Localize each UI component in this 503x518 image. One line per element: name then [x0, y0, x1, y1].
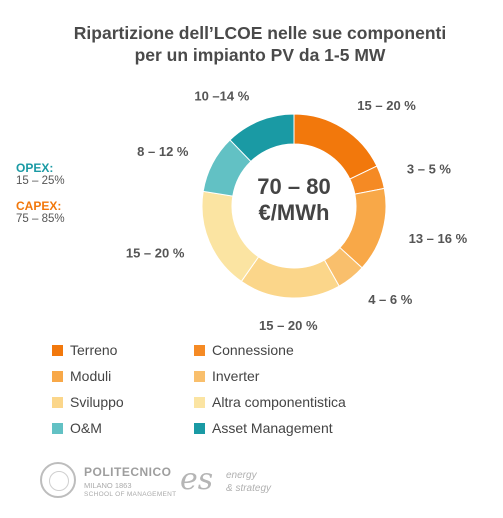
legend-label-4: Sviluppo [70, 394, 124, 410]
politecnico-seal-icon [40, 462, 76, 498]
capex-value: 75 – 85% [16, 213, 65, 225]
legend-item-0: Terreno [52, 342, 117, 358]
capex-group: CAPEX: 75 – 85% [16, 199, 65, 225]
legend-label-2: Moduli [70, 368, 112, 384]
legend-item-5: Altra componentistica [194, 394, 346, 410]
donut-chart: 15 – 20 % 3 – 5 % 13 – 16 % 4 – 6 % 15 – 20 … [126, 89, 468, 333]
legend-swatch-1 [194, 344, 205, 356]
legend-swatch-7 [194, 422, 205, 434]
slice-label-4: 15 – 20 % [259, 318, 318, 333]
footer-logos: POLITECNICO MILANO 1863 SCHOOL OF MANAGE… [40, 462, 300, 506]
center-value: 70 – 80 [257, 174, 330, 199]
legend-swatch-0 [52, 344, 63, 356]
donut-slice-5 [201, 190, 260, 283]
legend-label-7: Asset Management [212, 420, 333, 436]
opex-label: OPEX: [16, 161, 54, 175]
slice-label-7: 10 –14 % [194, 89, 249, 104]
chart-title-line-1: Ripartizione dell’LCOE nelle sue compone… [73, 23, 447, 43]
slice-label-1: 3 – 5 % [407, 162, 452, 177]
legend-swatch-5 [194, 396, 205, 408]
legend-item-4: Sviluppo [52, 394, 124, 410]
politecnico-subtitle: MILANO 1863 [84, 481, 132, 490]
legend-label-1: Connessione [212, 342, 294, 358]
donut-slice-7 [229, 113, 295, 163]
donut-slice-4 [240, 256, 340, 299]
chart-title-line-2: per un impianto PV da 1-5 MW [134, 45, 386, 65]
energy-strategy-logo-icon: es [180, 462, 214, 497]
politecnico-name: POLITECNICO [84, 465, 172, 479]
slice-label-3: 4 – 6 % [368, 292, 413, 307]
capex-label: CAPEX: [16, 199, 62, 213]
slice-label-6: 8 – 12 % [137, 144, 189, 159]
donut-slice-0 [293, 113, 378, 180]
energy-strategy-line-2: & strategy [226, 483, 272, 494]
legend-item-1: Connessione [194, 342, 294, 358]
legend-item-3: Inverter [194, 368, 259, 384]
center-unit: €/MWh [259, 200, 330, 225]
legend-label-0: Terreno [70, 342, 118, 358]
legend-swatch-4 [52, 396, 63, 408]
slice-label-5: 15 – 20 % [126, 245, 185, 260]
politecnico-school: SCHOOL OF MANAGEMENT [84, 491, 177, 498]
energy-strategy-line-1: energy [226, 470, 257, 481]
slice-label-0: 15 – 20 % [357, 98, 416, 113]
legend-swatch-6 [52, 422, 63, 434]
legend-item-7: Asset Management [194, 420, 333, 436]
legend-swatch-2 [52, 370, 63, 382]
legend-label-6: O&M [70, 420, 102, 436]
opex-group: OPEX: 15 – 25% [16, 161, 65, 187]
slice-label-2: 13 – 16 % [409, 231, 468, 246]
legend-label-5: Altra componentistica [212, 394, 346, 410]
legend-swatch-3 [194, 370, 205, 382]
legend-item-2: Moduli [52, 368, 111, 384]
opex-value: 15 – 25% [16, 175, 65, 187]
legend-item-6: O&M [52, 420, 102, 436]
legend-label-3: Inverter [212, 368, 260, 384]
